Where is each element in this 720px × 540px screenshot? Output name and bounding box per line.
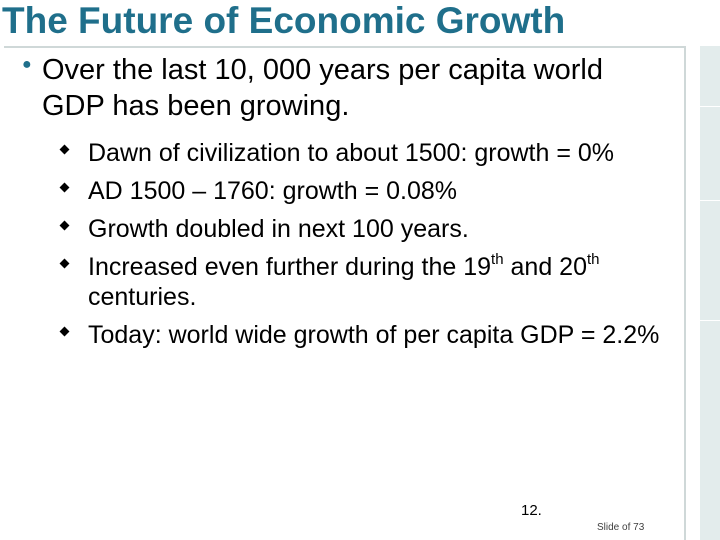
sub-bullet-item: AD 1500 – 1760: growth = 0.08% bbox=[59, 176, 670, 206]
sub-bullet-text: Today: world wide growth of per capita G… bbox=[88, 321, 660, 349]
sub-bullet-text: Dawn of civilization to about 1500: grow… bbox=[88, 139, 615, 167]
square-bullet-icon bbox=[59, 326, 70, 337]
sub-bullet-list: Dawn of civilization to about 1500: grow… bbox=[59, 138, 670, 358]
strip-cell bbox=[700, 320, 720, 461]
strip-cell bbox=[700, 106, 720, 201]
frame-right-divider bbox=[684, 46, 686, 540]
square-bullet-icon bbox=[59, 144, 70, 155]
strip-cell bbox=[700, 200, 720, 321]
square-bullet-icon bbox=[59, 220, 70, 231]
frame-top-divider bbox=[4, 46, 686, 48]
square-bullet-icon bbox=[59, 258, 70, 269]
sub-bullet-text-part: and 20 bbox=[503, 253, 587, 281]
page-number: 12. bbox=[521, 502, 542, 519]
main-bullet: ● Over the last 10, 000 years per capita… bbox=[22, 52, 662, 124]
main-bullet-text: Over the last 10, 000 years per capita w… bbox=[42, 54, 603, 122]
sub-bullet-text: AD 1500 – 1760: growth = 0.08% bbox=[88, 177, 458, 205]
sub-bullet-text-part: Increased even further during the 19 bbox=[88, 253, 492, 281]
right-decorative-strip bbox=[700, 46, 720, 540]
superscript-ordinal: th bbox=[491, 251, 504, 268]
sub-bullet-text: Growth doubled in next 100 years. bbox=[88, 215, 469, 243]
sub-bullet-text-part: centuries. bbox=[88, 283, 197, 311]
slide-counter-label: Slide of 73 bbox=[597, 522, 645, 533]
sub-bullet-item: Growth doubled in next 100 years. bbox=[59, 214, 670, 244]
sub-bullet-item: Today: world wide growth of per capita G… bbox=[59, 320, 670, 350]
round-bullet-icon: ● bbox=[22, 56, 32, 73]
slide-title: The Future of Economic Growth bbox=[2, 0, 566, 41]
sub-bullet-item: Increased even further during the 19th a… bbox=[59, 251, 670, 312]
superscript-ordinal: th bbox=[586, 251, 600, 268]
square-bullet-icon bbox=[59, 182, 70, 193]
sub-bullet-item: Dawn of civilization to about 1500: grow… bbox=[59, 138, 670, 168]
